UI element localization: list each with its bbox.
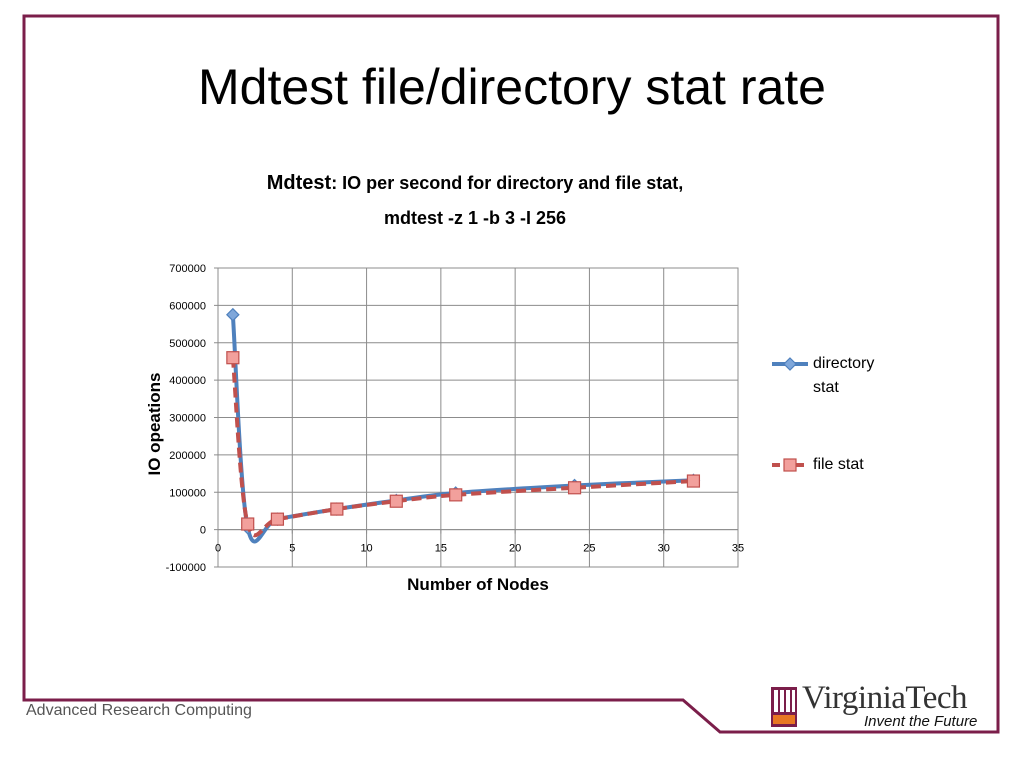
chart-axes: -100000 0 100000 200000 300000 400000 500000 60… (145, 263, 744, 594)
y-tick-label: 300000 (169, 413, 206, 425)
footer-text: Advanced Research Computing (26, 702, 252, 719)
x-axis-title: Number of Nodes (407, 575, 549, 594)
x-tick-label: 0 (215, 543, 221, 555)
y-tick-label: 600000 (169, 300, 206, 312)
y-tick-label: 100000 (169, 487, 206, 499)
x-tick-label: 5 (289, 543, 295, 555)
data-point-directory-stat (226, 307, 240, 322)
y-axis-title: IO opeations (145, 373, 164, 476)
chart-title-rest: : IO per second for directory and file s… (331, 173, 684, 193)
chart-grid (217, 267, 739, 568)
vt-tagline: Invent the Future (864, 713, 978, 730)
data-point-file-stat (686, 474, 701, 488)
data-point-file-stat (241, 517, 255, 531)
data-point-file-stat (449, 488, 463, 502)
data-point-file-stat (330, 502, 344, 516)
vt-seal-icon (771, 687, 797, 727)
y-tick-label: 0 (200, 525, 206, 537)
y-tick-label: 700000 (169, 263, 206, 275)
y-tick-label: 500000 (169, 338, 206, 350)
legend-marker-directory-stat (783, 357, 797, 371)
x-tick-label: 30 (658, 543, 670, 555)
x-tick-label: 25 (583, 543, 595, 555)
vt-wordmark: VirginiaTech (802, 680, 968, 716)
x-tick-label: 35 (732, 543, 744, 555)
virginia-tech-logo: VirginiaTech Invent the Future (770, 680, 995, 732)
data-point-file-stat (567, 481, 582, 495)
legend-marker-file-stat (783, 458, 797, 472)
chart-subtitle: mdtest -z 1 -b 3 -I 256 (383, 208, 567, 228)
y-tick-label: 400000 (169, 375, 206, 387)
data-point-file-stat (389, 494, 403, 508)
y-tick-label: 200000 (169, 450, 206, 462)
x-tick-label: 20 (509, 543, 521, 555)
legend-label-file-stat: file stat (813, 456, 864, 473)
legend-label-directory-stat: directory stat (813, 355, 875, 396)
data-point-file-stat (226, 351, 240, 365)
chart-title: Mdtest: IO per second for directory and … (170, 172, 780, 195)
slide-title: Mdtest file/directory stat rate (197, 59, 826, 115)
chart-title-bold: Mdtest (266, 172, 332, 194)
x-tick-label: 10 (360, 543, 372, 555)
y-tick-label: -100000 (166, 562, 206, 574)
x-tick-label: 15 (435, 543, 447, 555)
chart-series (226, 307, 701, 544)
chart-legend (772, 357, 808, 472)
data-point-file-stat (270, 512, 285, 526)
